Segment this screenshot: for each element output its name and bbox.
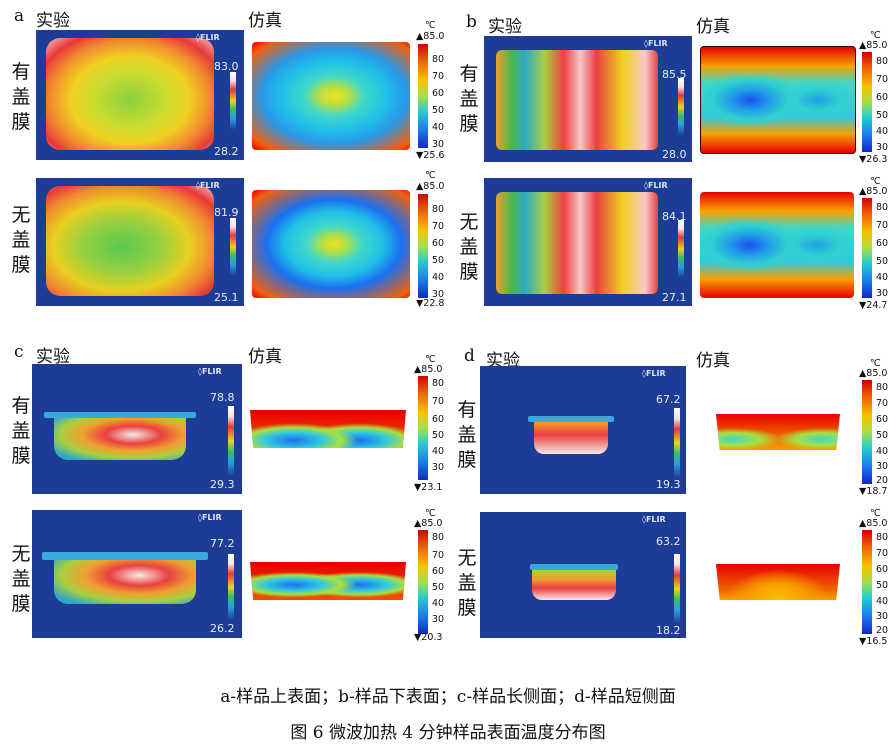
- side-label-with-film: 有盖膜: [11, 61, 31, 133]
- thermal-image: ◊FLIR 67.2 19.3: [480, 366, 686, 494]
- thermal-image: ◊FLIR 85.5 28.0: [484, 36, 692, 162]
- ir-min-value: 26.2: [210, 622, 235, 635]
- flir-logo: ◊FLIR: [642, 515, 666, 524]
- color-bar: [418, 530, 428, 634]
- panel-letter: b: [466, 12, 477, 32]
- ir-max-value: 84.1: [662, 210, 687, 223]
- simulation-image: [250, 410, 406, 448]
- ir-min-value: 27.1: [662, 291, 687, 304]
- panel-letter: d: [464, 346, 475, 366]
- flir-logo: ◊FLIR: [196, 181, 220, 190]
- ir-min-value: 28.2: [214, 145, 239, 158]
- simulation-label: 仿真: [696, 17, 730, 37]
- experiment-label: 实验: [36, 347, 70, 367]
- color-bar: [862, 380, 872, 484]
- simulation-label: 仿真: [696, 351, 730, 371]
- figure-caption: 图 6 微波加热 4 分钟样品表面温度分布图: [290, 723, 606, 743]
- ir-max-value: 78.8: [210, 391, 235, 404]
- ir-min-value: 25.1: [214, 291, 239, 304]
- flir-logo: ◊FLIR: [644, 39, 668, 48]
- ir-scale-bar: [230, 218, 236, 276]
- side-label-with-film: 有盖膜: [11, 395, 31, 467]
- ir-min-value: 19.3: [656, 478, 681, 491]
- panel-letter: a: [14, 6, 25, 26]
- ir-min-value: 28.0: [662, 148, 687, 161]
- panel-letter: c: [14, 342, 24, 362]
- thermal-image: ◊FLIR 77.2 26.2: [32, 510, 242, 638]
- side-label-with-film: 有盖膜: [457, 399, 477, 471]
- color-bar: [862, 52, 872, 152]
- color-bar: [418, 44, 428, 148]
- thermal-image: ◊FLIR 84.1 27.1: [484, 178, 692, 306]
- ir-scale-bar: [674, 554, 680, 624]
- simulation-label: 仿真: [248, 347, 282, 367]
- sample-heat-map: [496, 192, 658, 294]
- side-label-without-film: 无盖膜: [11, 543, 31, 615]
- ir-max-value: 77.2: [210, 537, 235, 550]
- sample-heat-map: [46, 38, 214, 150]
- ir-scale-bar: [228, 554, 234, 620]
- thermal-image: ◊FLIR 83.0 28.2: [36, 30, 244, 160]
- figure-subcaption: a-样品上表面；b-样品下表面；c-样品长侧面；d-样品短侧面: [220, 687, 676, 707]
- ir-min-value: 29.3: [210, 478, 235, 491]
- simulation-image: [250, 562, 406, 600]
- simulation-image: [252, 42, 410, 150]
- ir-scale-bar: [678, 78, 684, 136]
- color-bar: [418, 376, 428, 480]
- ir-max-value: 85.5: [662, 68, 687, 81]
- simulation-image: [716, 564, 840, 600]
- simulation-label: 仿真: [248, 11, 282, 31]
- sample-heat-map: [496, 50, 658, 150]
- ir-max-value: 67.2: [656, 393, 681, 406]
- side-label-without-film: 无盖膜: [457, 547, 477, 619]
- sample-heat-map: [54, 560, 196, 604]
- ir-scale-bar: [228, 406, 234, 476]
- sample-heat-map: [534, 422, 608, 454]
- flir-logo: ◊FLIR: [644, 181, 668, 190]
- color-bar: [862, 198, 872, 298]
- ir-max-value: 63.2: [656, 535, 681, 548]
- side-label-without-film: 无盖膜: [459, 211, 479, 283]
- color-bar: [862, 530, 872, 634]
- sample-heat-map: [532, 570, 616, 600]
- ir-scale-bar: [678, 220, 684, 278]
- flir-logo: ◊FLIR: [642, 369, 666, 378]
- simulation-image: [700, 46, 856, 154]
- sample-heat-map: [46, 186, 214, 296]
- side-label-without-film: 无盖膜: [11, 204, 31, 276]
- ir-max-value: 81.9: [214, 206, 239, 219]
- color-bar: [418, 194, 428, 298]
- ir-scale-bar: [674, 408, 680, 478]
- flir-logo: ◊FLIR: [198, 367, 222, 376]
- experiment-label: 实验: [488, 17, 522, 37]
- ir-min-value: 18.2: [656, 624, 681, 637]
- flir-logo: ◊FLIR: [196, 33, 220, 42]
- experiment-label: 实验: [36, 11, 70, 31]
- simulation-image: [700, 192, 854, 298]
- simulation-image: [252, 190, 410, 298]
- sample-heat-map: [54, 418, 186, 460]
- ir-max-value: 83.0: [214, 60, 239, 73]
- ir-scale-bar: [230, 72, 236, 130]
- thermal-image: ◊FLIR 78.8 29.3: [32, 364, 242, 494]
- thermal-image: ◊FLIR 81.9 25.1: [36, 178, 244, 306]
- thermal-image: ◊FLIR 63.2 18.2: [480, 512, 686, 638]
- simulation-image: [716, 414, 840, 450]
- flir-logo: ◊FLIR: [198, 513, 222, 522]
- side-label-with-film: 有盖膜: [459, 63, 479, 135]
